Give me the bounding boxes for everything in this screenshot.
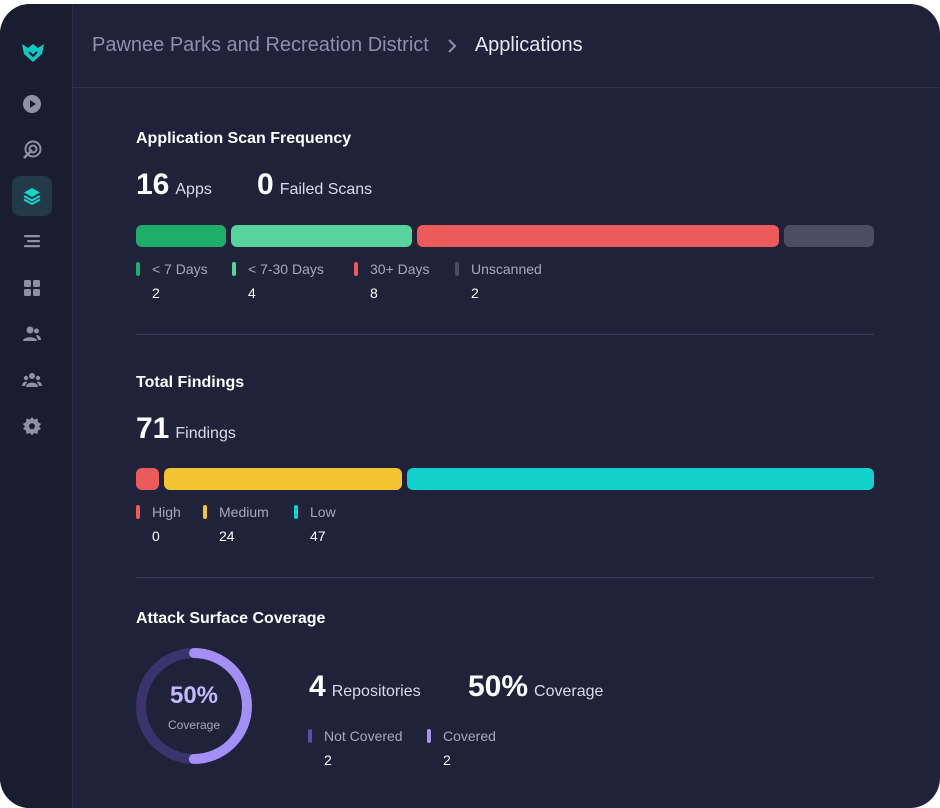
findings-title: Total Findings [136,374,245,391]
findings-bar-segment [406,468,874,490]
findings-bar-segment [163,468,403,490]
legend-label: Covered [427,728,496,744]
legend-label: High [136,504,181,520]
sidebar-item-settings[interactable] [12,406,52,446]
legend-swatch [232,262,236,276]
legend-swatch [455,262,459,276]
scan-frequency-bar-segment [417,225,779,247]
findings-legend-item: Medium 24 [203,504,269,544]
legend-swatch [427,729,431,743]
legend-value: 4 [248,285,256,301]
breadcrumb-parent[interactable]: Pawnee Parks and Recreation District [92,34,429,56]
legend-text: High [152,504,181,520]
findings-legend-item: High 0 [136,504,181,544]
chevron-right-icon [447,38,457,54]
legend-swatch [136,262,140,276]
breadcrumb: Pawnee Parks and Recreation District App… [72,4,940,88]
scan-frequency-bar-segment [231,225,413,247]
donut-label: Coverage [167,718,221,732]
findings-legend-item: Low 47 [294,504,336,544]
sidebar-item-radar[interactable] [12,130,52,170]
legend-text: 30+ Days [370,261,430,277]
apps-count: 16 [136,168,170,201]
failed-scans-stat: 0 Failed Scans [257,168,372,202]
coverage-stat: 50% Coverage [468,670,603,704]
legend-text: Medium [219,504,269,520]
legend-label: < 7-30 Days [232,261,324,277]
scan-legend-item: < 7-30 Days 4 [232,261,324,301]
legend-text: Not Covered [324,728,403,744]
coverage-legend-item: Not Covered 2 [308,728,403,768]
legend-value: 24 [219,528,235,544]
coverage-label: Coverage [534,683,604,700]
donut-arc [136,648,252,764]
findings-count: 71 [136,412,170,445]
sidebar-item-list[interactable] [12,222,52,262]
team-icon [22,373,42,387]
scan-legend-item: Unscanned 2 [455,261,542,301]
legend-swatch [354,262,358,276]
page-title: Applications [474,34,583,56]
apps-stat: 16 Apps [136,168,212,202]
users-icon [23,326,41,341]
legend-label: 30+ Days [354,261,430,277]
play-icon [23,95,41,113]
legend-label: Not Covered [308,728,403,744]
legend-value: 2 [443,752,451,768]
legend-text: Low [310,504,336,520]
sidebar-item-team[interactable] [12,360,52,400]
legend-text: < 7-30 Days [248,261,324,277]
coverage-donut: 50% Coverage [134,646,254,766]
sidebar-item-applications[interactable] [12,176,52,216]
findings-stat: 71 Findings [136,412,236,446]
scan-legend-item: < 7 Days 2 [136,261,208,301]
legend-text: Unscanned [471,261,542,277]
legend-label: Unscanned [455,261,542,277]
legend-value: 2 [324,752,332,768]
legend-label: Low [294,504,336,520]
app-window: Pawnee Parks and Recreation District App… [0,4,940,808]
failed-label: Failed Scans [279,181,373,198]
gear-icon [23,417,41,436]
legend-swatch [294,505,298,519]
scan-frequency-title: Application Scan Frequency [136,130,352,147]
coverage-title: Attack Surface Coverage [136,610,326,627]
logo-icon[interactable] [20,40,46,66]
coverage-legend-item: Covered 2 [427,728,496,768]
repositories-stat: 4 Repositories [309,670,421,704]
legend-value: 2 [152,285,160,301]
repositories-label: Repositories [331,683,421,700]
donut-percent: 50% [169,682,219,709]
divider [136,334,874,335]
legend-text: < 7 Days [152,261,208,277]
legend-value: 47 [310,528,326,544]
grid-icon [24,280,40,296]
sidebar-item-dashboard[interactable] [12,268,52,308]
findings-label: Findings [175,425,236,442]
repositories-count: 4 [309,670,326,703]
legend-label: Medium [203,504,269,520]
legend-value: 2 [471,285,479,301]
legend-swatch [308,729,312,743]
layers-icon [23,188,41,206]
coverage-percent: 50% [468,670,529,703]
failed-count: 0 [257,168,274,201]
legend-value: 8 [370,285,378,301]
sidebar [0,4,73,808]
scan-frequency-bar-segment [783,225,874,247]
legend-value: 0 [152,528,160,544]
legend-swatch [203,505,207,519]
legend-text: Covered [443,728,496,744]
scan-frequency-bar-segment [136,225,227,247]
sidebar-item-users[interactable] [12,314,52,354]
apps-label: Apps [175,181,212,198]
list-icon [24,235,40,248]
sidebar-item-play[interactable] [12,84,52,124]
divider [136,577,874,578]
scan-legend-item: 30+ Days 8 [354,261,430,301]
legend-swatch [136,505,140,519]
radar-icon [23,140,42,159]
legend-label: < 7 Days [136,261,208,277]
findings-bar-segment [136,468,159,490]
